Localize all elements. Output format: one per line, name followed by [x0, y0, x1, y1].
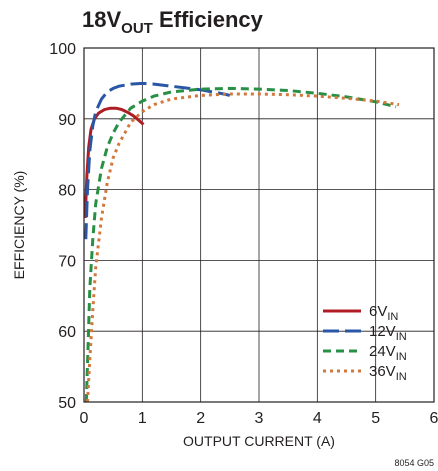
y-tick-label: 80 — [58, 183, 76, 200]
x-tick-label: 1 — [138, 410, 147, 427]
legend-label-sub: IN — [396, 331, 407, 343]
y-tick-label: 100 — [49, 41, 76, 58]
x-tick-label: 2 — [196, 410, 205, 427]
x-axis-label: OUTPUT CURRENT (A) — [183, 433, 335, 449]
legend-label-sub: IN — [396, 351, 407, 363]
y-tick-label: 90 — [58, 112, 76, 129]
series-line-36v — [86, 92, 400, 403]
series-line-24v — [84, 86, 397, 403]
legend-label: 24VIN — [369, 343, 407, 363]
series-line-12v — [84, 81, 231, 240]
x-tick-label: 5 — [371, 410, 380, 427]
figure-code: 8054 G05 — [394, 458, 434, 468]
legend-label-sub: IN — [387, 311, 398, 323]
x-tick-label: 0 — [80, 410, 89, 427]
legend-label: 12VIN — [369, 323, 407, 343]
legend-label-main: 24V — [369, 343, 396, 360]
x-tick-label: 6 — [430, 410, 438, 427]
chart-title-sub: OUT — [121, 20, 153, 37]
x-tick-label: 3 — [255, 410, 264, 427]
legend-label: 6VIN — [369, 303, 398, 323]
series-layer — [83, 81, 400, 403]
x-tick-label: 4 — [313, 410, 322, 427]
y-axis-label: EFFICIENCY (%) — [11, 171, 27, 280]
chart-title: 18VOUT Efficiency — [82, 7, 264, 37]
y-tick-label: 60 — [58, 324, 76, 341]
grid — [84, 48, 434, 402]
legend-label-sub: IN — [396, 371, 407, 383]
plot-frame — [83, 47, 435, 403]
y-tick-label: 70 — [58, 253, 76, 270]
legend-label-main: 12V — [369, 323, 396, 340]
legend-label: 36VIN — [369, 363, 407, 383]
chart-title-main: 18V — [82, 7, 121, 32]
chart-title-rest: Efficiency — [153, 7, 264, 32]
tick-labels: 0 1 2 3 4 5 6 50 60 70 80 90 100 — [49, 41, 438, 427]
legend-label-main: 6V — [369, 303, 387, 320]
y-tick-label: 50 — [58, 395, 76, 412]
legend-label-main: 36V — [369, 363, 396, 380]
